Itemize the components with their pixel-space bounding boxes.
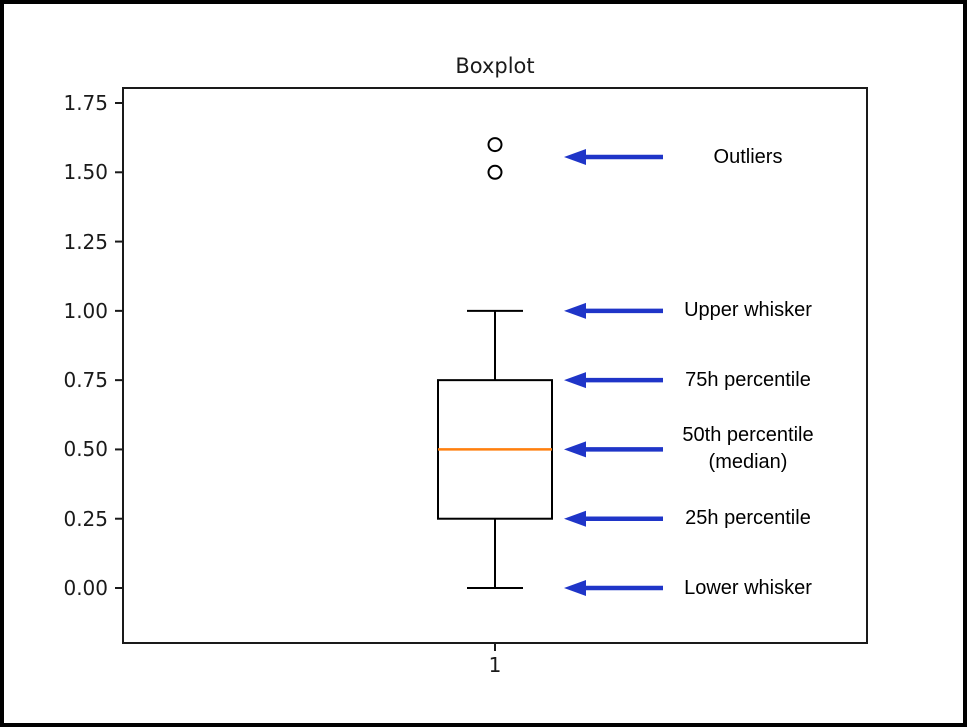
annotation-arrow-head	[564, 302, 586, 319]
annotation-arrow-head	[564, 441, 586, 458]
annotation-label: 75h percentile	[685, 368, 811, 391]
annotation-arrow-head	[564, 580, 586, 596]
annotation-label: Upper whisker	[684, 299, 812, 322]
annotation-arrow-head	[564, 372, 586, 389]
annotation-label: 50th percentile (median)	[682, 424, 814, 474]
y-tick-label: 1.50	[63, 160, 108, 185]
y-tick-label: 0.75	[63, 368, 108, 393]
annotation-arrow-head	[564, 510, 586, 527]
outlier-point	[487, 137, 503, 153]
y-tick-label: 0.25	[63, 506, 108, 531]
y-tick-label: 0.00	[63, 576, 108, 600]
outlier-point	[487, 164, 503, 180]
y-tick-label: 1.00	[63, 298, 108, 323]
annotation-label: Outliers	[713, 145, 783, 168]
annotation-label: 25h percentile	[685, 507, 811, 530]
y-tick-label: 1.25	[63, 229, 108, 254]
annotation-arrow-head	[564, 149, 586, 166]
annotation-label: Lower whisker	[684, 576, 812, 599]
y-tick-label: 0.50	[63, 437, 108, 462]
x-tick-label: 1	[488, 653, 502, 677]
y-tick-label: 1.75	[63, 91, 108, 115]
chart-title: Boxplot	[455, 54, 535, 78]
